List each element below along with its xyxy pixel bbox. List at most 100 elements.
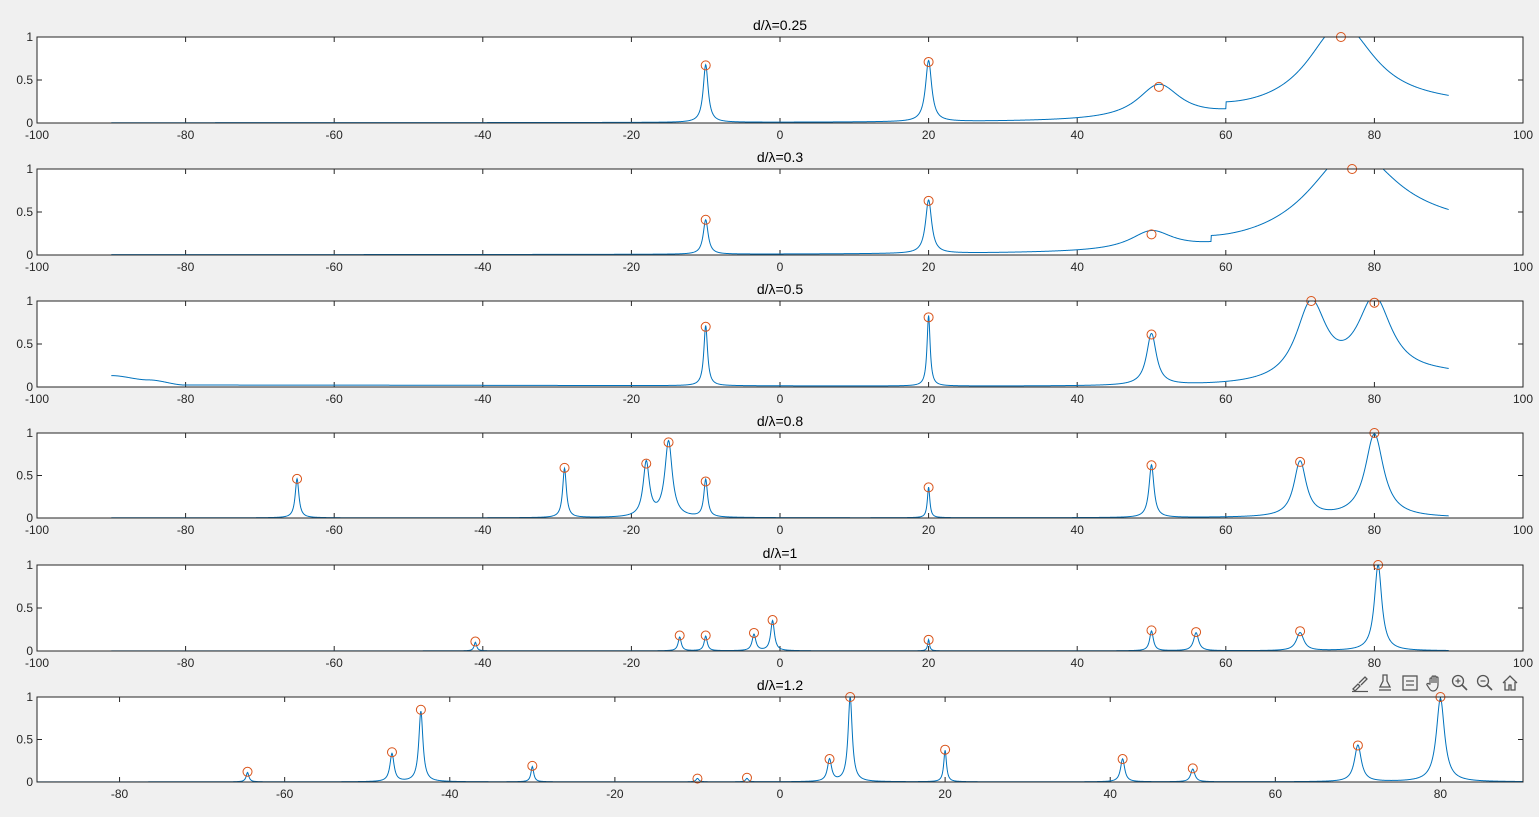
y-tick-label: 0.5 — [16, 469, 33, 483]
peak-marker — [1191, 627, 1202, 638]
x-tick-label: -20 — [623, 656, 641, 670]
x-tick-label: 40 — [1104, 787, 1118, 801]
x-tick-label: 20 — [938, 787, 952, 801]
x-tick-label: 0 — [777, 656, 784, 670]
x-tick-label: -20 — [623, 523, 641, 537]
axes-toolbar — [1348, 671, 1521, 695]
subplot-4: d/λ=0.8 -100 -80 -60 -40 -20 0 20 40 60 80 100 0 0.5 1 — [16, 413, 1533, 537]
axes-background — [37, 433, 1523, 518]
x-tick-label: -20 — [606, 787, 624, 801]
peak-marker — [824, 754, 835, 765]
peak-marker — [767, 615, 778, 626]
axes-box — [36, 432, 1524, 519]
axes-background — [37, 565, 1523, 651]
y-tick-label: 1 — [26, 162, 33, 176]
x-tick-label: 60 — [1269, 787, 1283, 801]
peak-marker — [1146, 460, 1157, 471]
x-tick-label: -40 — [474, 656, 492, 670]
peak-marker — [470, 636, 481, 647]
axes-background — [37, 301, 1523, 387]
x-tick-label: -20 — [623, 128, 641, 142]
x-tick-label: 40 — [1071, 392, 1085, 406]
y-tick-label: 0 — [26, 775, 33, 789]
x-tick-label: -100 — [25, 523, 49, 537]
peak-marker — [700, 630, 711, 641]
x-tick-label: 80 — [1434, 787, 1448, 801]
peak-marker — [700, 214, 711, 225]
y-tick-label: 1 — [26, 294, 33, 308]
home-icon[interactable] — [1498, 672, 1521, 695]
peak-marker — [242, 766, 253, 777]
x-tick-label: -60 — [326, 128, 344, 142]
peak-marker — [923, 634, 934, 645]
x-tick-label: 100 — [1513, 260, 1533, 274]
subplot-3: d/λ=0.5 -100 -80 -60 -40 -20 0 20 40 60 80 100 0 0.5 1 — [16, 281, 1533, 406]
x-tick-label: -40 — [474, 392, 492, 406]
x-tick-label: -60 — [326, 656, 344, 670]
chart-title: d/λ=0.8 — [757, 413, 804, 429]
y-tick-label: 1 — [26, 690, 33, 704]
subplot-6: d/λ=1.2 -80 -60 -40 -20 0 20 40 60 80 0 0.5 1 — [16, 677, 1524, 801]
subplot-5: d/λ=1 -100 -80 -60 -40 -20 0 20 40 60 80 100 0 0.5 1 — [16, 545, 1533, 670]
x-tick-label: 100 — [1513, 656, 1533, 670]
peak-marker — [1352, 740, 1363, 751]
peak-marker — [292, 473, 303, 484]
y-tick-label: 0 — [26, 380, 33, 394]
x-tick-label: 0 — [777, 523, 784, 537]
x-tick-label: 80 — [1368, 260, 1382, 274]
peak-marker — [1295, 626, 1306, 637]
peak-marker — [700, 321, 711, 332]
zoom-in-icon[interactable] — [1448, 672, 1471, 695]
x-tick-label: -40 — [474, 128, 492, 142]
subplot-1: d/λ=0.25 -100 -80 -60 -40 -20 0 20 40 60 80 100 0 0.5… — [16, 17, 1533, 142]
zoom-out-icon[interactable] — [1473, 672, 1496, 695]
x-tick-label: 0 — [777, 260, 784, 274]
x-tick-label: -20 — [623, 392, 641, 406]
peak-marker — [700, 476, 711, 487]
y-tick-label: 0 — [26, 248, 33, 262]
data-tips-icon[interactable] — [1373, 672, 1396, 695]
x-tick-label: -80 — [177, 656, 195, 670]
pan-hand-icon[interactable] — [1423, 672, 1446, 695]
peak-marker — [1153, 81, 1164, 92]
chart-title: d/λ=0.3 — [757, 149, 804, 165]
x-tick-label: 20 — [922, 128, 936, 142]
y-tick-label: 0.5 — [16, 205, 33, 219]
y-tick-label: 0 — [26, 116, 33, 130]
x-tick-label: -80 — [177, 523, 195, 537]
y-tick-label: 0.5 — [16, 73, 33, 87]
x-tick-label: 80 — [1368, 656, 1382, 670]
peak-marker — [1187, 763, 1198, 774]
chart-title: d/λ=1.2 — [757, 677, 804, 693]
axes-box — [36, 36, 1524, 124]
y-tick-label: 0 — [26, 644, 33, 658]
peak-marker — [700, 60, 711, 71]
axes-background — [37, 37, 1523, 123]
x-tick-label: 80 — [1368, 392, 1382, 406]
x-tick-label: -60 — [326, 260, 344, 274]
x-tick-label: 60 — [1219, 128, 1233, 142]
x-tick-label: -100 — [25, 392, 49, 406]
x-tick-label: 0 — [777, 128, 784, 142]
axes-box — [36, 300, 1524, 388]
peak-marker — [940, 744, 951, 755]
peak-marker — [923, 195, 934, 206]
x-tick-label: 20 — [922, 656, 936, 670]
x-tick-label: -40 — [474, 260, 492, 274]
x-tick-label: 40 — [1071, 128, 1085, 142]
x-tick-label: -60 — [326, 392, 344, 406]
x-tick-label: 0 — [777, 787, 784, 801]
x-tick-label: 20 — [922, 523, 936, 537]
x-tick-label: -60 — [276, 787, 294, 801]
y-tick-label: 1 — [26, 30, 33, 44]
x-tick-label: -40 — [441, 787, 459, 801]
peak-marker — [923, 312, 934, 323]
restore-view-icon[interactable] — [1398, 672, 1421, 695]
peak-marker — [415, 704, 426, 715]
brush-icon[interactable] — [1348, 672, 1371, 695]
x-tick-label: -80 — [177, 260, 195, 274]
peak-marker — [527, 760, 538, 771]
x-tick-label: 100 — [1513, 523, 1533, 537]
